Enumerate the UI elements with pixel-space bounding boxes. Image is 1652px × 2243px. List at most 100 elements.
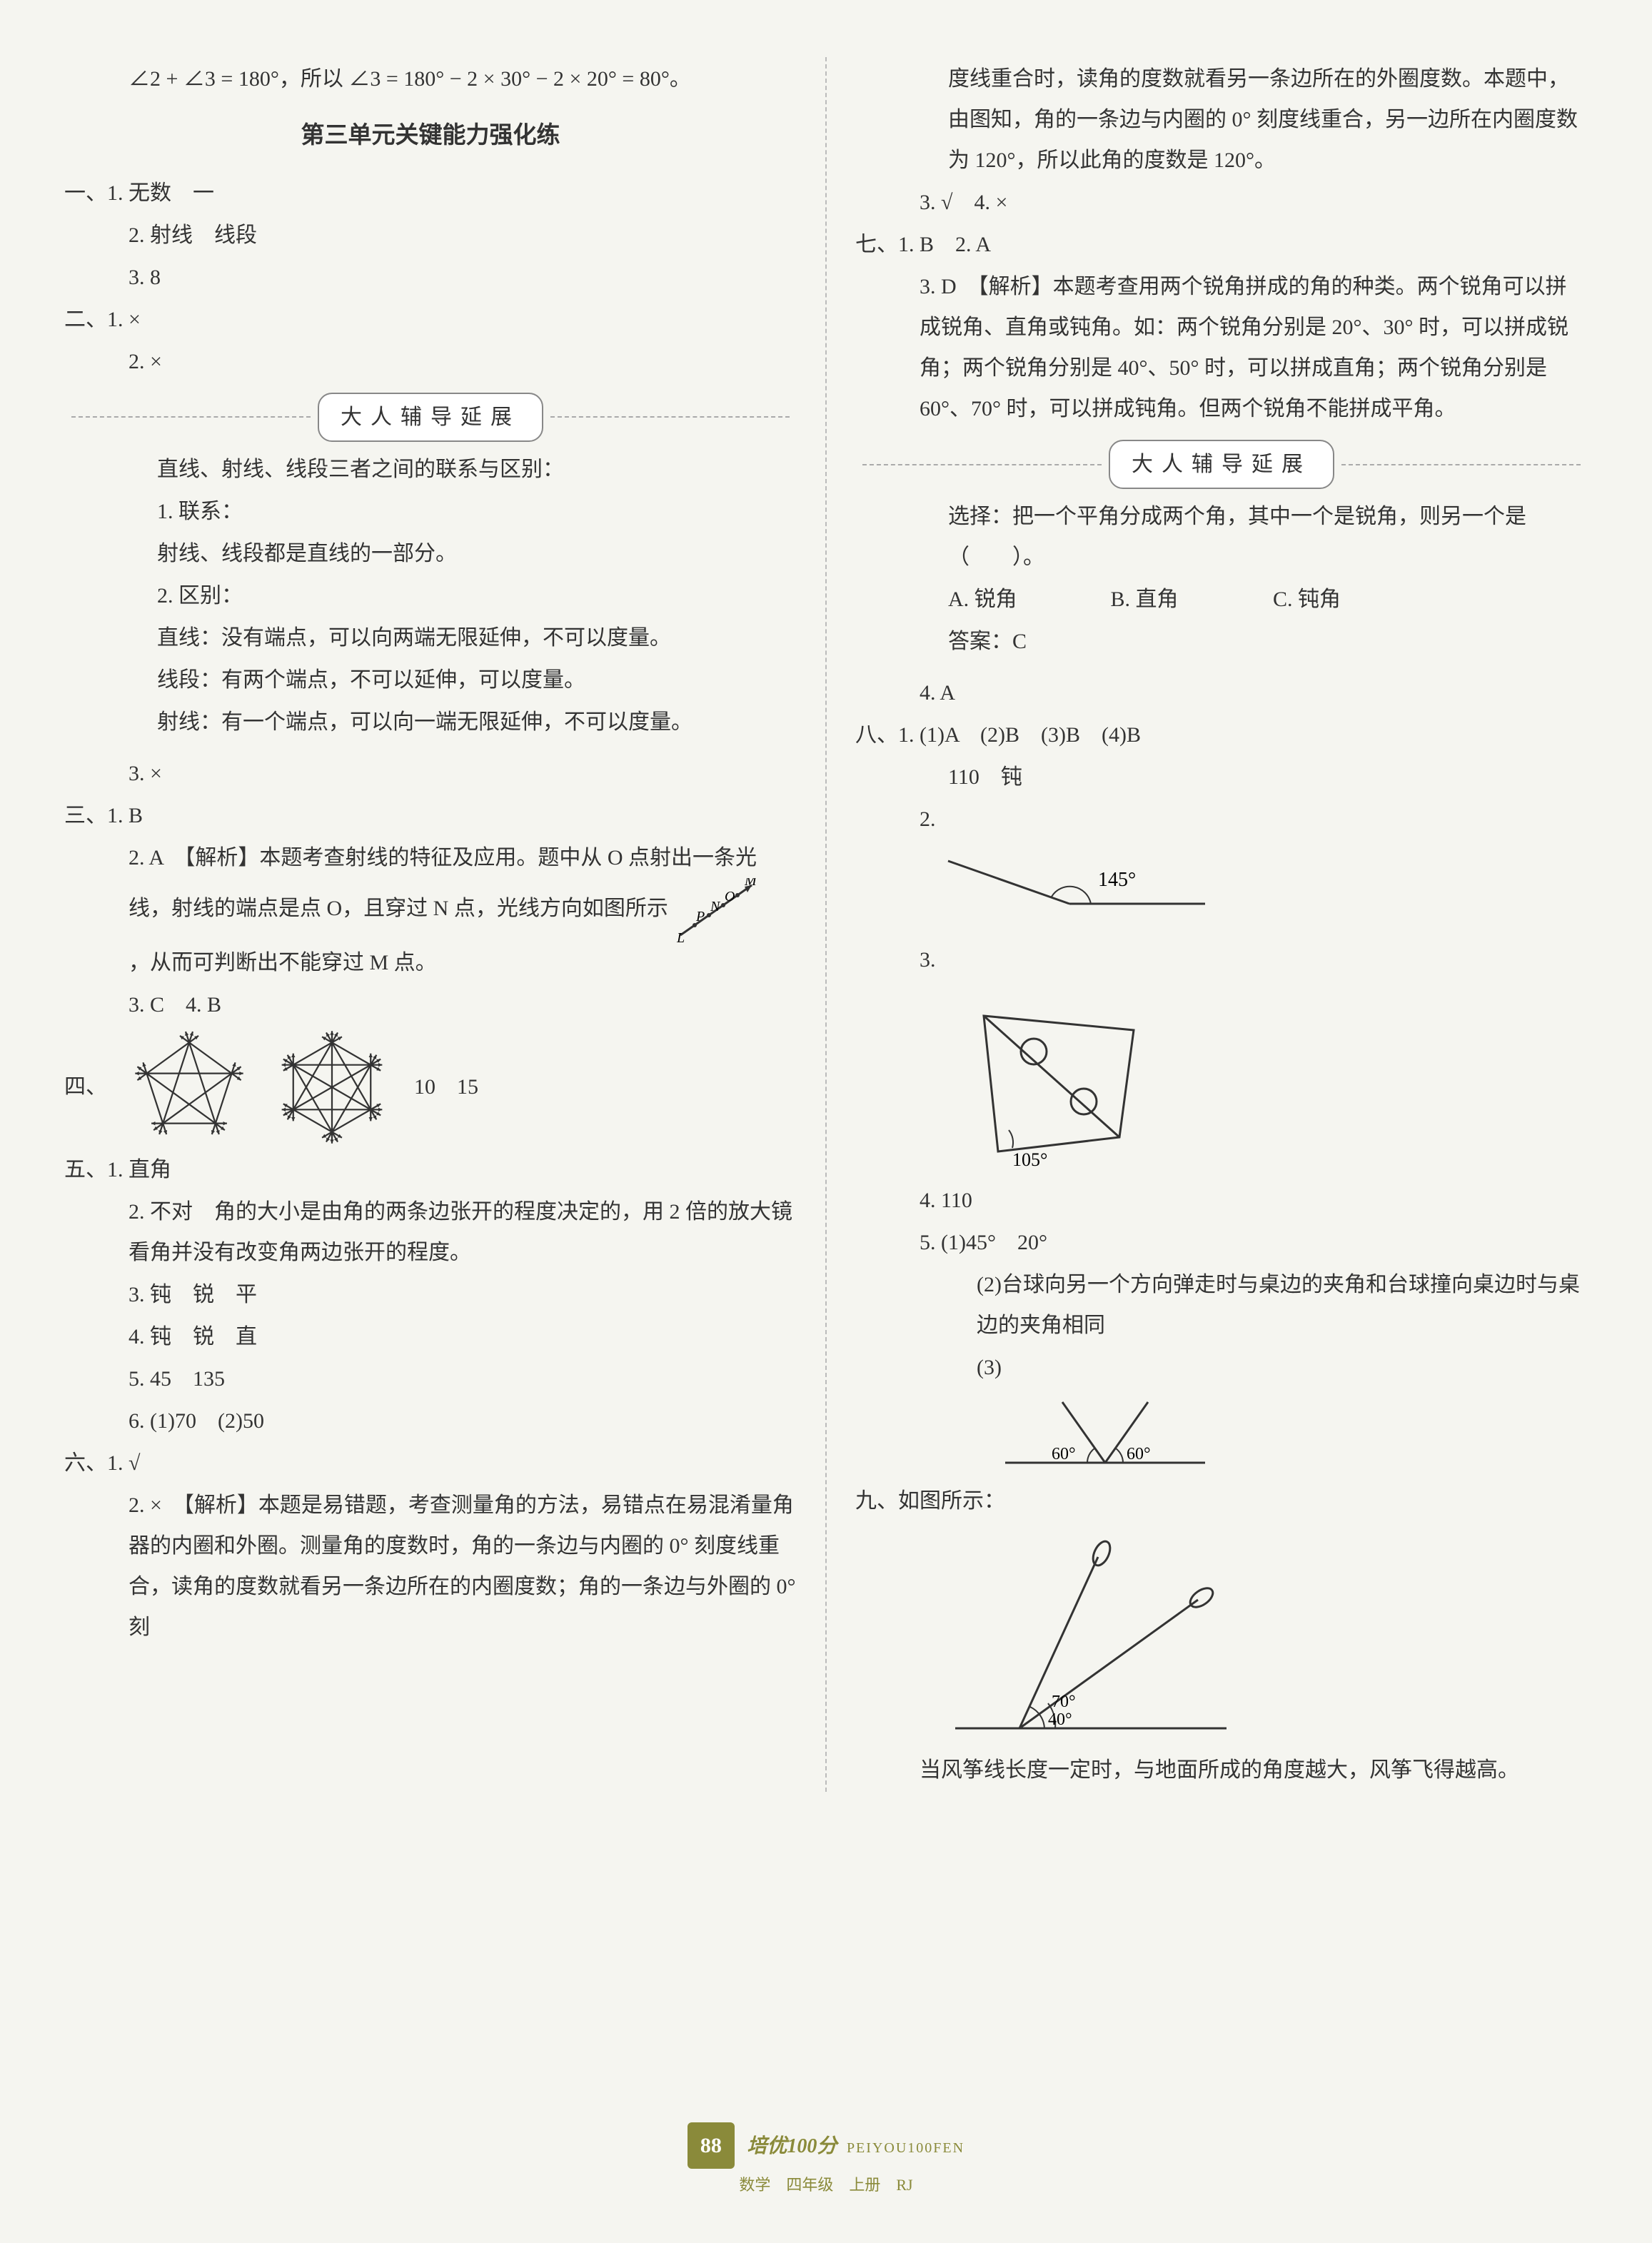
angle-145-diagram: 145° — [941, 847, 1588, 932]
q7-4: 4. A — [855, 672, 1588, 713]
tutor2-opts: A. 锐角 B. 直角 C. 钝角 — [855, 579, 1588, 620]
answer: D 【解析】本题考查用两个锐角拼成的角的种类。两个锐角可以拼成锐角、直角或钝角。… — [920, 275, 1568, 420]
label: 2. — [129, 1200, 145, 1224]
label: 5. — [920, 1231, 936, 1254]
q6-2-cont: 度线重合时，读角的度数就看另一条边所在的外圈度数。本题中，由图知，角的一条边与内… — [855, 59, 1588, 181]
q8-5-3-label: (3) — [855, 1347, 1588, 1388]
answer: B — [129, 804, 143, 827]
q6-1: 六、1. √ — [64, 1443, 797, 1483]
angle-right-label: 60° — [1127, 1445, 1151, 1463]
q7-12: 七、1. B 2. A — [855, 224, 1588, 265]
label: 3. — [129, 266, 145, 289]
label: 一、1. — [64, 181, 124, 205]
answer: × — [150, 762, 162, 785]
svg-text:O: O — [725, 889, 735, 904]
footer-brand: 培优100分 — [747, 2127, 837, 2165]
answer: (1)45° 20° — [941, 1231, 1047, 1254]
q9-label: 九、如图所示： — [855, 1481, 1588, 1521]
q6-2: 2. × 【解析】本题是易错题，考查测量角的方法，易错点在易混淆量角器的内圈和外… — [64, 1485, 797, 1648]
q3-2: 2. A 【解析】本题考查射线的特征及应用。题中从 O 点射出一条光线，射线的端… — [64, 837, 797, 983]
label: 五、1. — [64, 1158, 124, 1181]
q3-34: 3. C 4. B — [64, 984, 797, 1025]
answer: √ — [129, 1451, 140, 1475]
angle-label: 105° — [1012, 1149, 1047, 1170]
opt-b: B. 直角 — [1111, 579, 1268, 620]
tutor-header: 大人辅导延展 — [855, 440, 1588, 489]
dash-right — [550, 416, 790, 418]
answer: 不对 角的大小是由角的两条边张开的程度决定的，用 2 倍的放大镜看角并没有改变角… — [129, 1200, 792, 1264]
q8-1b: 110 钝 — [855, 757, 1588, 797]
footer: 88 培优100分 PEIYOU100FEN 数学 四年级 上册 RJ — [0, 2122, 1652, 2200]
page-columns: ∠2 + ∠3 = 180°，所以 ∠3 = 180° − 2 × 30° − … — [0, 0, 1652, 1820]
star5-diagram — [129, 1027, 250, 1148]
tutor1-l1: 1. 联系： — [64, 491, 797, 532]
svg-text:M: M — [744, 878, 757, 889]
q5-6: 6. (1)70 (2)50 — [64, 1401, 797, 1441]
left-column: ∠2 + ∠3 = 180°，所以 ∠3 = 180° − 2 × 30° − … — [43, 57, 818, 1792]
q2-2: 2. × — [64, 341, 797, 382]
answer: 射线 线段 — [150, 223, 257, 247]
angle-70-label: 70° — [1052, 1693, 1076, 1711]
answer: × — [150, 350, 162, 373]
q8-3: 3. — [855, 939, 1588, 980]
label: 四、 — [64, 1067, 107, 1107]
tutor-header: 大人辅导延展 — [64, 393, 797, 442]
answer: 10 15 — [414, 1067, 478, 1107]
section-title: 第三单元关键能力强化练 — [64, 114, 797, 158]
tutor-title: 大人辅导延展 — [318, 393, 543, 442]
answer: B 2. A — [920, 233, 991, 256]
label: 3. — [129, 762, 145, 785]
dash-left — [862, 464, 1102, 465]
column-divider — [825, 57, 827, 1792]
q6-34: 3. √ 4. × — [855, 182, 1588, 223]
right-column: 度线重合时，读角的度数就看另一条边所在的外圈度数。本题中，由图知，角的一条边与内… — [834, 57, 1609, 1792]
q4: 四、 10 15 — [64, 1027, 797, 1148]
q5-2: 2. 不对 角的大小是由角的两条边张开的程度决定的，用 2 倍的放大镜看角并没有… — [64, 1191, 797, 1273]
q8-1: 八、1. (1)A (2)B (3)B (4)B — [855, 715, 1588, 755]
answer: 8 — [150, 266, 161, 289]
q2-1: 二、1. × — [64, 299, 797, 340]
label: 2. — [129, 223, 145, 247]
tutor2-q: 选择：把一个平角分成两个角，其中一个是锐角，则另一个是（ ）。 — [855, 496, 1588, 578]
answer-post: ，从而可判断出不能穿过 M 点。 — [129, 951, 437, 974]
top-equation: ∠2 + ∠3 = 180°，所以 ∠3 = 180° − 2 × 30° − … — [64, 59, 797, 99]
q9-note: 当风筝线长度一定时，与地面所成的角度越大，风筝飞得越高。 — [855, 1750, 1588, 1790]
opt-a: A. 锐角 — [948, 579, 1105, 620]
page-number: 88 — [688, 2122, 735, 2169]
dash-left — [71, 416, 311, 418]
answer: × — [129, 308, 141, 331]
tutor1-l1a: 射线、线段都是直线的一部分。 — [64, 533, 797, 574]
answer-pre: A 【解析】本题考查射线的特征及应用。题中从 O 点射出一条光线，射线的端点是点… — [129, 846, 757, 920]
tutor1-l2c: 射线：有一个端点，可以向一端无限延伸，不可以度量。 — [64, 702, 797, 742]
angle-40-label: 40° — [1048, 1710, 1072, 1729]
label: 2. — [129, 846, 145, 870]
q7-3: 3. D 【解析】本题考查用两个锐角拼成的角的种类。两个锐角可以拼成锐角、直角或… — [855, 266, 1588, 429]
q5-3: 3. 钝 锐 平 — [64, 1274, 797, 1315]
tutor1-l2a: 直线：没有端点，可以向两端无限延伸，不可以度量。 — [64, 618, 797, 658]
q3-1: 三、1. B — [64, 795, 797, 836]
star6-diagram — [271, 1027, 393, 1148]
q8-5: 5. (1)45° 20° — [855, 1222, 1588, 1263]
ray-diagram: L P N O M — [673, 878, 773, 942]
angle-label: 145° — [1098, 869, 1136, 891]
svg-text:P: P — [695, 909, 705, 924]
svg-text:L: L — [676, 930, 685, 942]
answer: 无数 一 — [129, 181, 214, 205]
label: 2. — [129, 1493, 145, 1517]
footer-pinyin: PEIYOU100FEN — [847, 2134, 964, 2162]
q8-2: 2. — [855, 799, 1588, 840]
label: 六、1. — [64, 1451, 124, 1475]
label: 3. — [920, 275, 936, 298]
tutor1-l2: 2. 区别： — [64, 575, 797, 616]
tutor1-l2b: 线段：有两个端点，不可以延伸，可以度量。 — [64, 660, 797, 700]
q8-5-2: (2)台球向另一个方向弹走时与桌边的夹角和台球撞向桌边时与桌边的夹角相同 — [855, 1264, 1588, 1346]
q5-5: 5. 45 135 — [64, 1359, 797, 1399]
q8-4: 4. 110 — [855, 1180, 1588, 1221]
opt-c: C. 钝角 — [1273, 579, 1430, 620]
dash-right — [1341, 464, 1581, 465]
answer: × 【解析】本题是易错题，考查测量角的方法，易错点在易混淆量角器的内圈和外圈。测… — [129, 1493, 796, 1639]
label: 2. — [129, 350, 145, 373]
q5-1: 五、1. 直角 — [64, 1149, 797, 1190]
svg-text:N: N — [710, 899, 721, 914]
label: 3. — [920, 948, 936, 972]
